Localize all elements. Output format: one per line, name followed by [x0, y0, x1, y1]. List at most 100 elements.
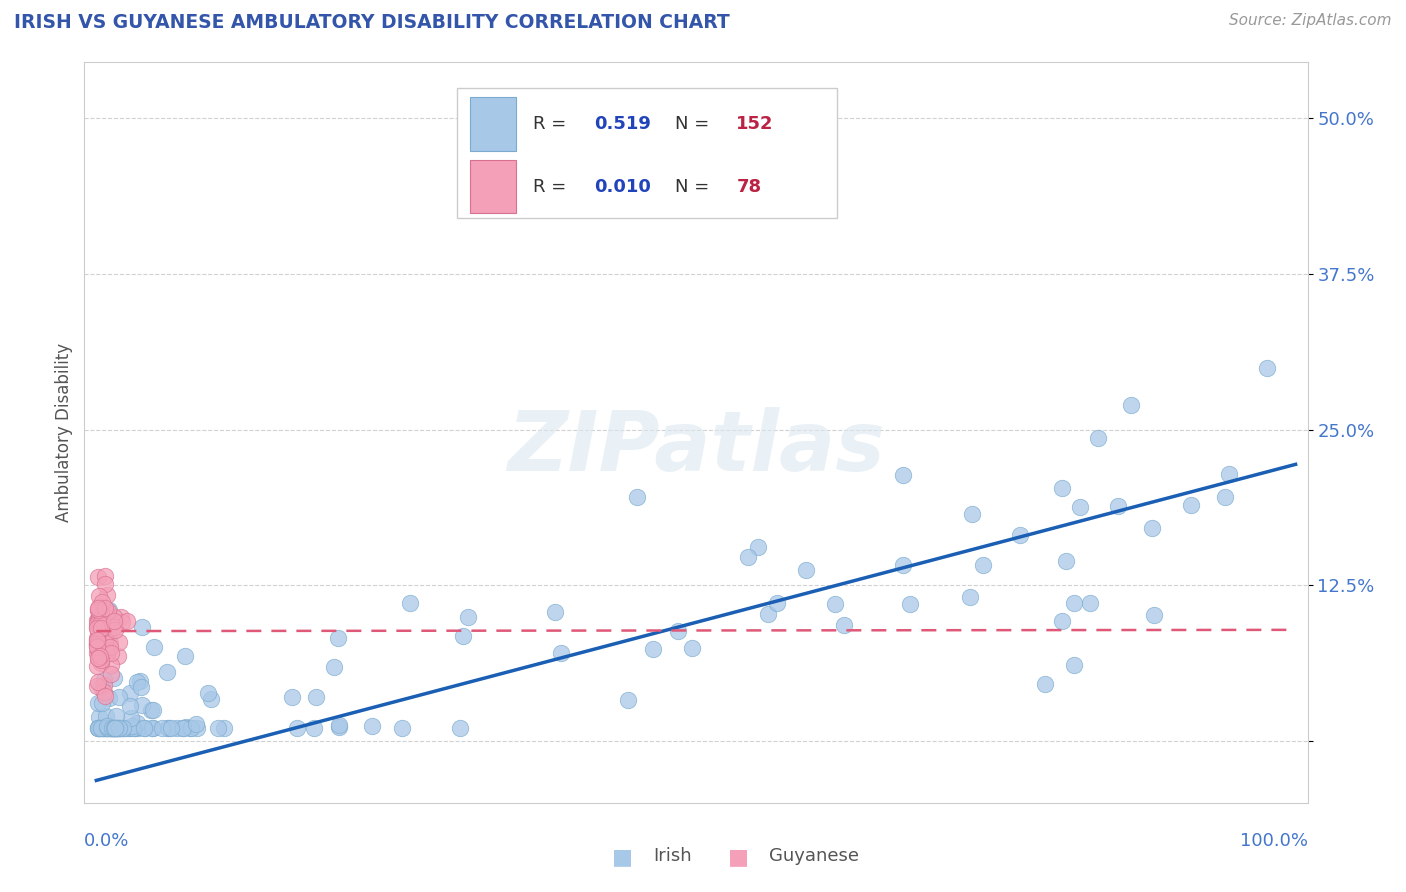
Point [91, 721, 114, 735]
Point [87, 601, 110, 615]
Point [87, 635, 110, 649]
Point [157, 721, 180, 735]
Point [93, 689, 115, 703]
Point [125, 715, 148, 730]
Point [1033, 677, 1056, 691]
Point [90, 656, 112, 670]
Point [127, 721, 149, 735]
Point [86, 620, 108, 634]
Text: IRISH VS GUYANESE AMBULATORY DISABILITY CORRELATION CHART: IRISH VS GUYANESE AMBULATORY DISABILITY … [14, 13, 730, 32]
FancyBboxPatch shape [470, 161, 516, 213]
Point [86, 721, 108, 735]
Point [544, 605, 567, 619]
FancyBboxPatch shape [470, 97, 516, 151]
Point [101, 721, 124, 735]
Point [104, 623, 127, 637]
Point [93, 569, 115, 583]
Point [139, 703, 162, 717]
Text: 0.519: 0.519 [595, 115, 651, 133]
Point [93, 603, 115, 617]
Point [86, 634, 108, 648]
Point [1107, 500, 1129, 514]
Point [1050, 614, 1073, 628]
Point [86, 696, 108, 710]
Point [179, 721, 201, 735]
Point [112, 721, 135, 735]
Point [90, 615, 112, 630]
Point [285, 721, 308, 735]
Point [125, 675, 148, 690]
Point [87, 721, 110, 735]
Point [96, 721, 118, 735]
Point [98, 603, 121, 617]
Point [107, 648, 129, 663]
Point [1215, 490, 1237, 504]
Point [197, 686, 219, 700]
Point [172, 721, 194, 735]
Point [1180, 499, 1202, 513]
Point [200, 691, 222, 706]
Point [96, 721, 118, 735]
Point [91, 613, 114, 627]
Point [98, 721, 121, 735]
Point [112, 721, 135, 735]
Point [107, 634, 129, 648]
Point [100, 657, 122, 672]
Point [103, 610, 125, 624]
Point [87, 570, 110, 584]
Text: ■: ■ [728, 847, 749, 867]
Text: 0.0%: 0.0% [84, 832, 129, 850]
Point [104, 721, 127, 735]
Point [891, 558, 914, 572]
Point [107, 721, 129, 735]
Point [142, 721, 165, 735]
Point [1143, 608, 1166, 623]
Point [96, 588, 118, 602]
Point [186, 721, 208, 735]
Point [86, 613, 108, 627]
Point [1008, 528, 1031, 542]
Point [118, 698, 141, 713]
Point [1063, 596, 1085, 610]
Text: 100.0%: 100.0% [1240, 832, 1308, 850]
Text: 78: 78 [737, 178, 762, 196]
Point [1119, 398, 1142, 412]
Point [121, 718, 143, 732]
Point [90, 606, 112, 620]
Point [124, 721, 146, 735]
Point [104, 721, 127, 735]
Point [91, 640, 114, 654]
Point [824, 597, 846, 611]
Point [107, 721, 129, 735]
Point [98, 721, 121, 735]
Point [891, 468, 914, 483]
Point [174, 649, 197, 664]
Point [959, 590, 981, 604]
Point [87, 645, 110, 659]
Point [184, 716, 207, 731]
Point [94, 577, 117, 591]
Point [104, 721, 127, 735]
Point [98, 635, 121, 649]
Point [97, 721, 120, 735]
Point [150, 721, 173, 735]
Text: Source: ZipAtlas.com: Source: ZipAtlas.com [1229, 13, 1392, 29]
Point [972, 558, 994, 573]
Point [156, 665, 179, 679]
Point [898, 597, 921, 611]
Point [86, 639, 108, 653]
Point [100, 721, 122, 735]
Point [131, 698, 153, 712]
Point [97, 627, 120, 641]
Point [93, 673, 115, 687]
Point [90, 721, 112, 735]
Point [90, 696, 112, 710]
Point [681, 640, 703, 655]
Point [86, 621, 108, 635]
Point [449, 721, 471, 735]
Text: N =: N = [675, 115, 716, 133]
Point [1078, 596, 1101, 610]
Point [96, 719, 118, 733]
Point [87, 721, 110, 735]
Point [157, 721, 180, 735]
